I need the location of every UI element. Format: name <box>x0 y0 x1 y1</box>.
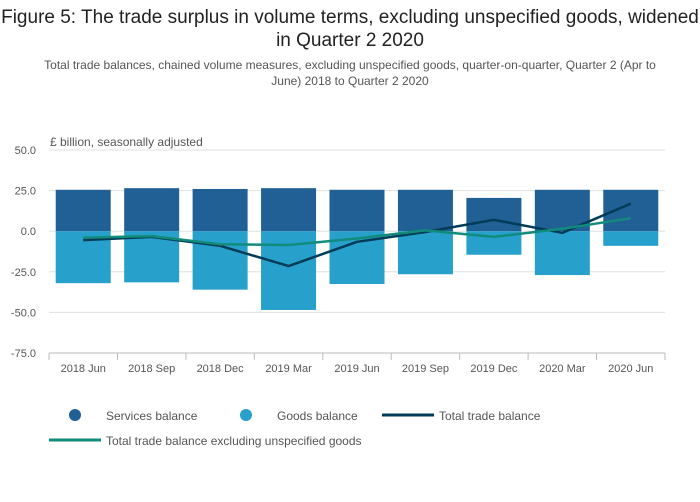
bar <box>55 189 111 232</box>
bar <box>603 231 659 246</box>
x-tick-label: 2018 Jun <box>61 363 106 375</box>
x-tick-label: 2020 Jun <box>608 363 653 375</box>
legend-label: Services balance <box>106 409 198 423</box>
chart-title: Figure 5: The trade surplus in volume te… <box>1 7 699 51</box>
series-line <box>83 216 631 247</box>
y-tick-label: 25.0 <box>15 186 36 198</box>
legend: Services balance Goods balance Total trade… <box>49 409 541 448</box>
x-axis: 2018 Jun 2018 Sep 2018 Dec 2019 Mar 2019 Jun… <box>48 352 666 375</box>
y-tick-label: -25.0 <box>11 267 36 279</box>
y-tick-labels: 50.0 25.0 0.0 -25.0 -50.0 -75.0 <box>11 145 36 360</box>
x-tick-label: 2019 Jun <box>334 363 379 375</box>
x-tick-label: 2019 Mar <box>265 363 312 375</box>
bars <box>55 188 659 310</box>
bar <box>124 188 180 232</box>
y-tick-label: 50.0 <box>15 145 36 157</box>
x-tick-label: 2018 Sep <box>128 363 175 375</box>
bar <box>466 231 522 255</box>
chart-subtitle: Total trade balances, chained volume mea… <box>44 58 656 88</box>
bar <box>192 188 248 232</box>
legend-label: Goods balance <box>277 409 358 423</box>
bar <box>192 231 248 290</box>
bar <box>397 231 453 275</box>
x-tick-label: 2020 Mar <box>539 363 586 375</box>
y-tick-label: 0.0 <box>21 226 36 238</box>
x-tick-label: 2019 Dec <box>470 363 518 375</box>
legend-marker <box>69 409 81 421</box>
legend-marker <box>240 409 252 421</box>
bar <box>261 188 317 232</box>
legend-label: Total trade balance <box>439 409 541 423</box>
bar <box>534 231 590 276</box>
series-lines <box>83 202 632 268</box>
bar <box>329 189 385 232</box>
bar <box>397 189 453 232</box>
legend-label: Total trade balance excluding unspecifie… <box>106 434 362 448</box>
x-tick-label: 2018 Dec <box>197 363 245 375</box>
x-tick-label: 2019 Sep <box>402 363 449 375</box>
y-tick-label: -75.0 <box>11 348 36 360</box>
y-tick-label: -50.0 <box>11 307 36 319</box>
bar <box>466 197 522 232</box>
y-axis-label: £ billion, seasonally adjusted <box>50 135 203 149</box>
